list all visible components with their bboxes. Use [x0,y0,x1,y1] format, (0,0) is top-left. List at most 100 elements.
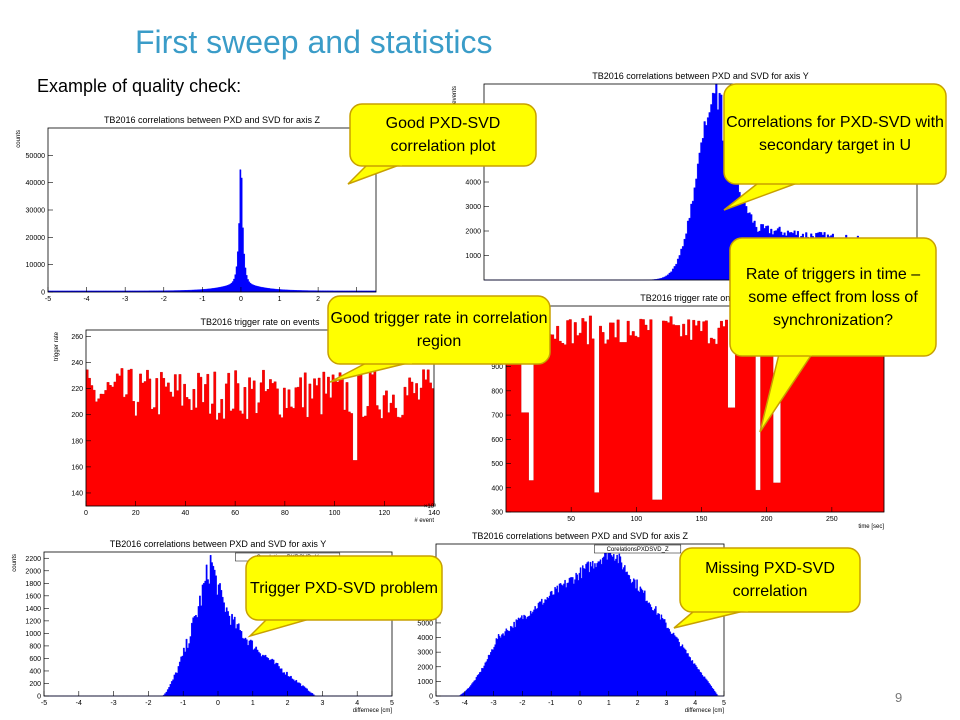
x-tick-label: -1 [199,296,205,303]
y-tick-label: 0 [41,290,45,297]
x-tick-label: 0 [578,700,582,707]
x-tick-label: 150 [696,516,708,523]
y-tick-label: 30000 [26,208,46,215]
y-tick-label: 200 [29,681,41,688]
y-tick-label: 500 [491,461,503,468]
chart-title: TB2016 trigger rate on events [200,317,320,327]
x-tick-label: 4 [355,700,359,707]
x-tick-label: -3 [122,296,128,303]
y-axis-label: trigger rate [54,331,60,361]
x-multiplier: ×10³ [424,504,436,510]
x-tick-label: -1 [548,700,554,707]
y-tick-label: 260 [71,334,83,341]
callout-good-trigger-rate: Good trigger rate in correlation region [330,310,548,350]
chart-title: TB2016 correlations between PXD and SVD … [472,531,689,541]
x-axis-label: time [sec] [858,524,884,530]
y-tick-label: 700 [491,413,503,420]
callout-trigger-time: Rate of triggers in time – some effect f… [745,265,921,329]
y-tick-label: 1000 [417,679,433,686]
y-tick-label: 4000 [465,180,481,187]
x-tick-label: -5 [41,700,47,707]
y-tick-label: 600 [29,656,41,663]
plot-frame [47,127,377,293]
x-tick-label: 80 [281,510,289,517]
y-tick-label: 5000 [417,620,433,627]
x-tick-label: -2 [145,700,151,707]
y-tick-label: 1000 [465,253,481,260]
x-axis-label: differnece [cm] [685,708,725,714]
callout-trigger-problem: Trigger PXD-SVD problem [250,579,438,597]
chart-title: TB2016 trigger rate on time [640,293,750,303]
chart-trigger-rate-events: TB2016 trigger rate on events 140 160 180 20… [50,314,440,524]
x-tick-label: 3 [320,700,324,707]
y-tick-label: 2200 [25,556,41,563]
x-tick-label: 2 [286,700,290,707]
y-tick-label: 3000 [465,204,481,211]
x-tick-label: 5 [722,700,726,707]
y-tick-label: 160 [71,464,83,471]
y-tick-label: 40000 [26,180,46,187]
y-tick-label: 200 [71,412,83,419]
x-tick-label: 120 [378,510,390,517]
y-tick-label: 300 [491,510,503,517]
y-tick-label: 2000 [417,664,433,671]
chart-corr-z-good: TB2016 correlations between PXD and SVD … [12,112,382,310]
y-tick-label: 900 [491,364,503,371]
x-tick-label: 250 [826,516,838,523]
y-tick-label: 400 [29,668,41,675]
x-tick-label: 1 [251,700,255,707]
x-tick-label: -4 [76,700,82,707]
y-tick-label: 600 [491,437,503,444]
corr_z_good-svg: TB2016 correlations between PXD and SVD … [16,115,381,303]
y-tick-label: 2000 [465,229,481,236]
chart-title: TB2016 correlations between PXD and SVD … [104,115,321,125]
x-tick-label: 0 [216,700,220,707]
y-axis-label: counts [16,130,22,148]
x-tick-label: -4 [83,296,89,303]
y-tick-label: 3000 [417,650,433,657]
chart-corr-y-problem: TB2016 correlations between PXD and SVD … [8,536,398,714]
x-tick-label: -5 [433,700,439,707]
x-tick-label: -3 [110,700,116,707]
x-tick-label: -3 [490,700,496,707]
callout-secondary-target: Correlations for PXD-SVD with secondary … [726,114,944,154]
plot-frame [505,305,885,513]
y-tick-label: 0 [37,694,41,701]
plot-frame [85,329,435,507]
y-tick-label: 240 [71,360,83,367]
x-tick-label: -2 [161,296,167,303]
x-tick-label: 2 [636,700,640,707]
y-tick-label: 220 [71,386,83,393]
x-tick-label: 40 [182,510,190,517]
x-tick-label: 1 [278,296,282,303]
y-tick-label: 50000 [26,153,46,160]
x-tick-label: 20 [132,510,140,517]
page-number: 9 [895,690,903,705]
x-tick-label: 100 [631,516,643,523]
y-tick-label: 1800 [25,581,41,588]
y-tick-label: 800 [29,643,41,650]
x-tick-label: 0 [239,296,243,303]
x-tick-label: 60 [231,510,239,517]
y-tick-label: 10000 [26,262,46,269]
y-tick-label: 20000 [26,235,46,242]
y-axis-label: counts [12,554,18,572]
y-tick-label: 1000 [25,631,41,638]
x-tick-label: 200 [761,516,773,523]
x-tick-label: -5 [45,296,51,303]
x-tick-label: 1 [607,700,611,707]
x-tick-label: -2 [519,700,525,707]
y-tick-label: 2000 [25,568,41,575]
x-tick-label: 2 [316,296,320,303]
x-axis-label: # event [414,518,434,524]
chart-title: TB2016 correlations between PXD and SVD … [592,71,808,81]
y-tick-label: 0 [429,694,433,701]
slide-title: First sweep and statistics [135,24,493,60]
histogram-bars [85,368,435,507]
y-tick-label: 4000 [417,635,433,642]
y-axis-label: events [452,86,458,104]
callout-good-correlation: Good PXD-SVD correlation plot [385,115,501,155]
legend-label: CorelationsPXDSVD_Z [607,547,669,553]
x-tick-label: 0 [84,510,88,517]
histogram-bars [436,548,724,697]
